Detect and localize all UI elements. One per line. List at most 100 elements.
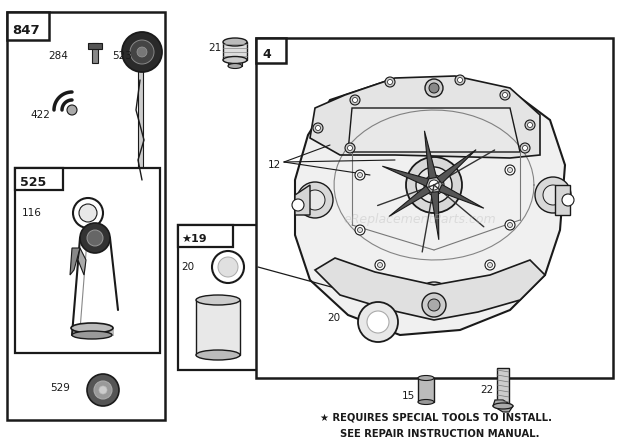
Circle shape <box>458 78 463 83</box>
Circle shape <box>416 167 452 203</box>
Circle shape <box>355 225 365 235</box>
Bar <box>196 300 240 355</box>
Polygon shape <box>437 150 476 183</box>
Text: 22: 22 <box>480 385 494 395</box>
Text: 529: 529 <box>50 383 70 393</box>
Bar <box>178 225 258 370</box>
Ellipse shape <box>228 63 242 69</box>
Circle shape <box>505 220 515 230</box>
Circle shape <box>358 302 398 342</box>
Circle shape <box>508 223 513 227</box>
Circle shape <box>505 165 515 175</box>
Polygon shape <box>70 248 80 275</box>
Circle shape <box>80 223 110 253</box>
Circle shape <box>79 204 97 222</box>
Bar <box>228 58 242 66</box>
Ellipse shape <box>72 331 112 339</box>
Bar <box>7 12 165 420</box>
Ellipse shape <box>223 38 247 46</box>
Polygon shape <box>425 131 436 179</box>
Bar <box>92 43 98 63</box>
Polygon shape <box>315 258 545 320</box>
Circle shape <box>367 311 389 333</box>
Circle shape <box>543 185 563 205</box>
Ellipse shape <box>80 234 110 242</box>
Circle shape <box>525 120 535 130</box>
Circle shape <box>212 251 244 283</box>
Polygon shape <box>348 108 520 152</box>
Bar <box>178 225 233 247</box>
Circle shape <box>455 75 465 85</box>
Bar <box>256 38 286 63</box>
Circle shape <box>87 374 119 406</box>
Circle shape <box>528 123 533 128</box>
Circle shape <box>316 125 321 131</box>
Text: 20: 20 <box>327 313 340 323</box>
Circle shape <box>429 83 439 93</box>
Text: 284: 284 <box>48 51 68 61</box>
Text: SEE REPAIR INSTRUCTION MANUAL.: SEE REPAIR INSTRUCTION MANUAL. <box>340 429 539 439</box>
Circle shape <box>378 263 383 268</box>
Circle shape <box>137 47 147 57</box>
Circle shape <box>424 175 444 195</box>
Polygon shape <box>383 166 428 186</box>
Circle shape <box>345 143 355 153</box>
Circle shape <box>87 230 103 246</box>
Ellipse shape <box>493 403 513 409</box>
Polygon shape <box>78 248 86 275</box>
Circle shape <box>500 90 510 100</box>
Bar <box>15 168 160 353</box>
Text: 847: 847 <box>12 24 40 37</box>
Circle shape <box>520 143 530 153</box>
Circle shape <box>99 386 107 394</box>
Circle shape <box>358 227 363 232</box>
Circle shape <box>358 173 363 178</box>
Bar <box>418 378 434 402</box>
Polygon shape <box>295 78 565 335</box>
Bar <box>15 168 63 190</box>
Circle shape <box>429 180 439 190</box>
Circle shape <box>218 257 238 277</box>
Ellipse shape <box>418 400 434 405</box>
Circle shape <box>122 32 162 72</box>
Circle shape <box>535 177 571 213</box>
Circle shape <box>313 123 323 133</box>
Ellipse shape <box>223 57 247 63</box>
Bar <box>497 368 509 406</box>
Ellipse shape <box>71 323 113 333</box>
Circle shape <box>502 92 508 98</box>
Ellipse shape <box>196 295 240 305</box>
Circle shape <box>305 190 325 210</box>
Text: ★19: ★19 <box>181 234 206 244</box>
Circle shape <box>406 157 462 213</box>
Ellipse shape <box>418 376 434 380</box>
Bar <box>223 42 247 60</box>
Bar <box>72 328 114 336</box>
Circle shape <box>297 182 333 218</box>
Text: 12: 12 <box>268 160 281 170</box>
Circle shape <box>388 79 392 84</box>
Circle shape <box>422 293 446 317</box>
Circle shape <box>355 170 365 180</box>
Circle shape <box>487 263 492 268</box>
Circle shape <box>508 168 513 173</box>
Text: 20: 20 <box>181 262 194 272</box>
Circle shape <box>94 381 112 399</box>
Text: 525: 525 <box>20 175 46 189</box>
Polygon shape <box>555 185 570 215</box>
Circle shape <box>425 79 443 97</box>
Polygon shape <box>431 192 439 240</box>
Polygon shape <box>389 186 430 217</box>
Text: ★ REQUIRES SPECIAL TOOLS TO INSTALL.: ★ REQUIRES SPECIAL TOOLS TO INSTALL. <box>320 413 552 423</box>
Polygon shape <box>439 185 484 208</box>
Circle shape <box>385 77 395 87</box>
Circle shape <box>424 290 444 310</box>
Bar <box>138 70 143 190</box>
Circle shape <box>485 260 495 270</box>
Text: 422: 422 <box>30 110 50 120</box>
Circle shape <box>73 198 103 228</box>
Text: 116: 116 <box>22 208 42 218</box>
Circle shape <box>67 105 77 115</box>
Circle shape <box>523 145 528 150</box>
Polygon shape <box>310 76 540 158</box>
